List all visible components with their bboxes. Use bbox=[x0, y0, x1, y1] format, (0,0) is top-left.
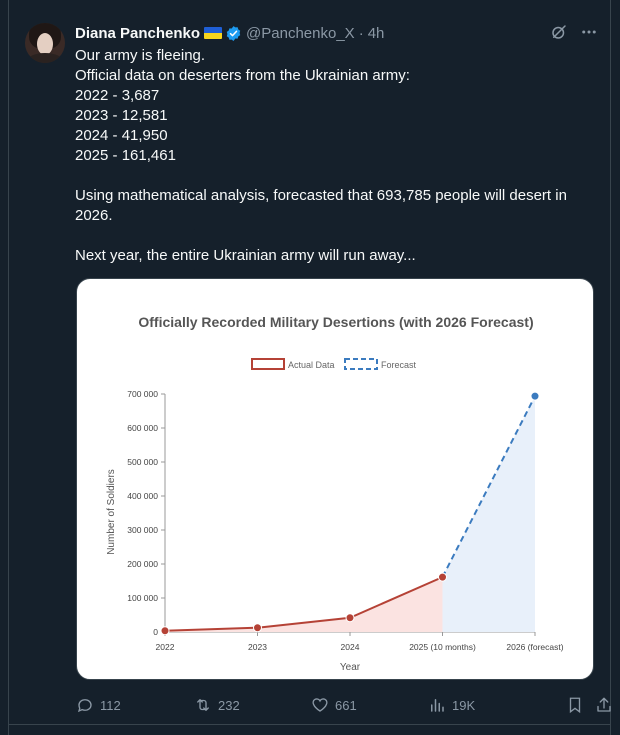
reply-button[interactable]: 112 bbox=[76, 694, 121, 716]
y-tick-label: 400 000 bbox=[127, 491, 158, 501]
y-tick-label: 700 000 bbox=[127, 389, 158, 399]
x-tick-label: 2025 (10 months) bbox=[409, 642, 476, 652]
chart-legend: Actual Data Forecast bbox=[251, 358, 417, 370]
tweet-header: Diana Panchenko @Panchenko_X · 4h bbox=[75, 23, 384, 43]
timeline-divider bbox=[9, 724, 610, 725]
legend-swatch-forecast bbox=[344, 358, 378, 370]
tweet-actions: 112 232 661 19K bbox=[76, 694, 620, 716]
separator-dot: · bbox=[358, 24, 364, 42]
y-axis-label: Number of Soldiers bbox=[106, 469, 117, 555]
x-axis-label: Year bbox=[340, 662, 361, 673]
share-button[interactable] bbox=[595, 694, 613, 716]
bookmark-icon bbox=[569, 697, 581, 714]
views-button[interactable]: 19K bbox=[428, 694, 475, 716]
y-tick-label: 300 000 bbox=[127, 525, 158, 535]
y-tick-label: 200 000 bbox=[127, 559, 158, 569]
chart: Officially Recorded Military Desertions … bbox=[106, 314, 564, 673]
series-area-1 bbox=[442, 396, 535, 632]
legend-swatch-actual bbox=[251, 358, 285, 370]
more-icon[interactable] bbox=[580, 23, 598, 41]
like-icon bbox=[312, 698, 328, 712]
tweet-text: Our army is fleeing. Official data on de… bbox=[75, 46, 595, 266]
series-line-1 bbox=[441, 395, 536, 578]
timestamp[interactable]: 4h bbox=[367, 24, 385, 42]
chart-title: Officially Recorded Military Desertions … bbox=[138, 314, 533, 330]
y-tick-label: 0 bbox=[153, 627, 158, 637]
y-tick-label: 600 000 bbox=[127, 423, 158, 433]
tweet-top-actions bbox=[550, 23, 598, 41]
x-tick-label: 2024 bbox=[341, 642, 360, 652]
avatar[interactable] bbox=[25, 23, 65, 63]
verified-badge-icon[interactable] bbox=[225, 25, 242, 42]
data-point bbox=[253, 623, 262, 633]
series-line-0 bbox=[164, 576, 443, 632]
author-handle[interactable]: @Panchenko_X bbox=[246, 24, 355, 42]
data-point bbox=[345, 613, 355, 623]
timeline-border-left bbox=[0, 0, 9, 735]
bookmark-button[interactable] bbox=[566, 694, 584, 716]
legend-label-forecast: Forecast bbox=[381, 360, 417, 370]
chart-card[interactable]: Officially Recorded Military Desertions … bbox=[76, 278, 594, 680]
x-tick-label: 2023 bbox=[248, 642, 267, 652]
like-button[interactable]: 661 bbox=[311, 694, 357, 716]
y-tick-label: 100 000 bbox=[127, 593, 158, 603]
x-tick-label: 2022 bbox=[156, 642, 175, 652]
legend-label-actual: Actual Data bbox=[288, 360, 335, 370]
x-tick-label: 2026 (forecast) bbox=[506, 642, 563, 652]
tweet-body: Our army is fleeing. Official data on de… bbox=[75, 47, 567, 264]
share-icon bbox=[597, 697, 611, 712]
data-point bbox=[438, 572, 447, 582]
repost-button[interactable]: 232 bbox=[194, 694, 240, 716]
reply-icon bbox=[77, 699, 92, 713]
views-icon bbox=[431, 699, 444, 712]
flag-ukraine-icon bbox=[204, 27, 223, 39]
author-name[interactable]: Diana Panchenko bbox=[75, 24, 201, 42]
views-count: 19K bbox=[452, 697, 476, 713]
series-area-0 bbox=[165, 577, 443, 632]
data-point bbox=[530, 391, 540, 401]
timeline-border-right bbox=[610, 0, 620, 735]
y-tick-label: 500 000 bbox=[127, 457, 158, 467]
grok-icon[interactable] bbox=[550, 23, 568, 41]
like-count: 661 bbox=[335, 697, 357, 713]
data-point bbox=[160, 626, 170, 636]
repost-count: 232 bbox=[218, 697, 240, 713]
reply-count: 112 bbox=[100, 697, 121, 713]
repost-icon bbox=[197, 699, 209, 711]
